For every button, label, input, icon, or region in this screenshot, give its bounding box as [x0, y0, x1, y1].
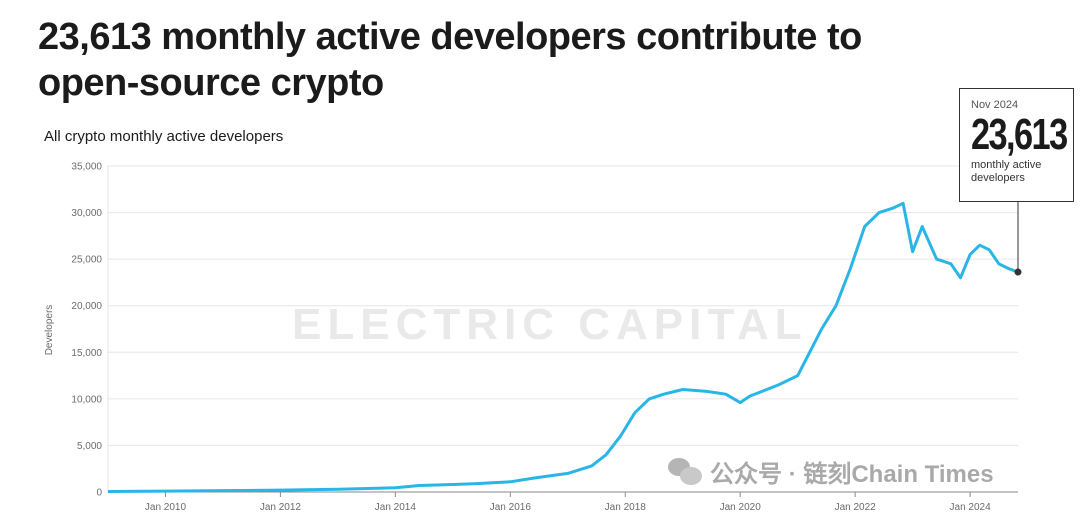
y-tick-label: 0 [96, 488, 102, 499]
y-tick-label: 10,000 [71, 394, 102, 405]
y-tick-labels: 0 5,000 10,000 15,000 20,000 25,000 30,000 35,0… [71, 162, 102, 499]
y-tick-label: 5,000 [77, 441, 102, 452]
x-tick-label: Jan 2016 [490, 502, 532, 513]
x-tick-labels: Jan 2010 Jan 2012 Jan 2014 Jan 2016 Jan 2018… [145, 492, 991, 513]
y-tick-label: 35,000 [71, 162, 102, 173]
end-point-marker [1014, 268, 1022, 276]
wechat-icon [668, 457, 702, 486]
watermark: ELECTRIC CAPITAL [292, 300, 808, 349]
callout-date: Nov 2024 [971, 99, 1019, 111]
callout-label: monthly active developers [971, 159, 1042, 184]
chart-subtitle: All crypto monthly active developers [44, 128, 284, 145]
x-tick-label: Jan 2010 [145, 502, 187, 513]
y-tick-label: 25,000 [71, 255, 102, 266]
y-tick-label: 30,000 [71, 208, 102, 219]
wechat-badge-text: 公众号 · 链刻Chain Times [710, 461, 994, 488]
y-tick-label: 15,000 [71, 348, 102, 359]
y-axis-label: Developers [44, 305, 55, 356]
headline: 23,613 monthly active developers contrib… [38, 16, 862, 104]
x-tick-label: Jan 2024 [950, 502, 992, 513]
grid-lines [107, 165, 1018, 492]
x-tick-label: Jan 2014 [375, 502, 417, 513]
x-tick-label: Jan 2020 [720, 502, 762, 513]
x-tick-label: Jan 2022 [835, 502, 877, 513]
y-tick-label: 20,000 [71, 301, 102, 312]
x-tick-label: Jan 2012 [260, 502, 302, 513]
callout-value: 23,613 [971, 110, 1068, 159]
series-line-developers [107, 201, 1019, 493]
latest-value-callout: Nov 2024 23,613 monthly active developer… [959, 88, 1074, 202]
wechat-badge: 公众号 · 链刻Chain Times [668, 454, 994, 489]
x-tick-label: Jan 2018 [605, 502, 647, 513]
